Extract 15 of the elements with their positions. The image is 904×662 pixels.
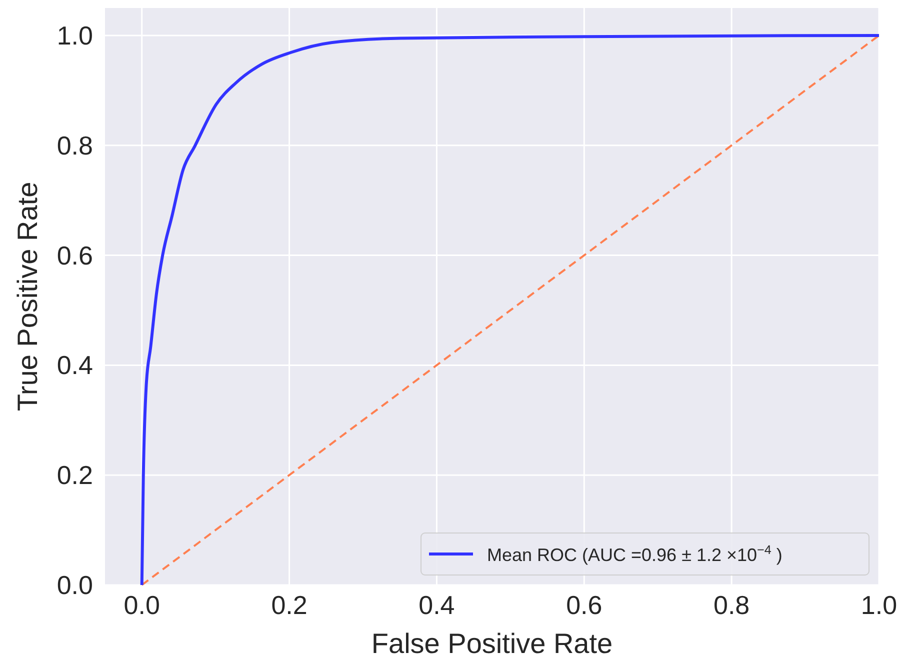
x-tick-label: 0.2 <box>271 590 308 620</box>
y-tick-label: 0.2 <box>56 460 93 490</box>
y-tick-label: 1.0 <box>56 20 93 50</box>
y-axis-title: True Positive Rate <box>12 182 43 412</box>
legend-label: Mean ROC (AUC =0.96 ± 1.2 ×10$^{−4}$ ) <box>487 543 782 565</box>
x-tick-label: 0.6 <box>566 590 602 620</box>
x-tick-label: 0.8 <box>713 590 750 620</box>
x-tick-label: 0.0 <box>124 590 160 620</box>
y-tick-label: 0.0 <box>56 570 93 600</box>
x-tick-label: 1.0 <box>860 590 898 620</box>
x-axis-title: False Positive Rate <box>371 628 613 659</box>
y-tick-label: 0.8 <box>56 130 93 160</box>
y-tick-label: 0.6 <box>56 240 93 270</box>
y-tick-label: 0.4 <box>56 350 93 380</box>
x-tick-label: 0.4 <box>418 590 455 620</box>
